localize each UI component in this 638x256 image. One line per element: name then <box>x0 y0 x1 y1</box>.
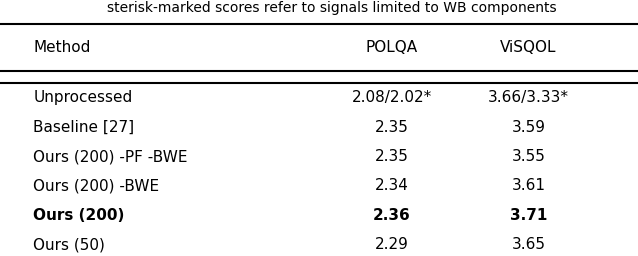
Text: 2.29: 2.29 <box>375 237 409 252</box>
Text: 3.65: 3.65 <box>512 237 545 252</box>
Text: Unprocessed: Unprocessed <box>33 90 133 105</box>
Text: Ours (200) -BWE: Ours (200) -BWE <box>33 178 160 194</box>
Text: POLQA: POLQA <box>366 40 418 55</box>
Text: 2.35: 2.35 <box>375 149 409 164</box>
Text: Baseline [27]: Baseline [27] <box>33 120 134 135</box>
Text: 2.34: 2.34 <box>375 178 409 194</box>
Text: ViSQOL: ViSQOL <box>500 40 557 55</box>
Text: 3.66/3.33*: 3.66/3.33* <box>488 90 569 105</box>
Text: Method: Method <box>33 40 91 55</box>
Text: 2.08/2.02*: 2.08/2.02* <box>352 90 432 105</box>
Text: 2.36: 2.36 <box>373 208 411 223</box>
Text: 3.71: 3.71 <box>510 208 547 223</box>
Text: sterisk-marked scores refer to signals limited to WB components: sterisk-marked scores refer to signals l… <box>107 1 556 15</box>
Text: Ours (200): Ours (200) <box>33 208 124 223</box>
Text: Ours (50): Ours (50) <box>33 237 105 252</box>
Text: 3.55: 3.55 <box>512 149 545 164</box>
Text: Ours (200) -PF -BWE: Ours (200) -PF -BWE <box>33 149 188 164</box>
Text: 3.59: 3.59 <box>512 120 545 135</box>
Text: 2.35: 2.35 <box>375 120 409 135</box>
Text: 3.61: 3.61 <box>512 178 545 194</box>
